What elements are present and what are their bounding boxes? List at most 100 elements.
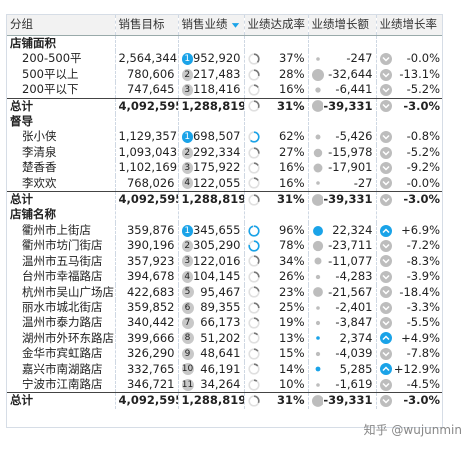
growth-rate-value: -0.0% <box>406 175 440 190</box>
growth-dot <box>311 100 324 113</box>
cell-box: 1 345,655 <box>181 222 241 238</box>
cell-box: 26% <box>247 269 305 284</box>
growth-rate-value: -0.0% <box>406 51 440 66</box>
rate-ring <box>247 162 260 174</box>
table-row: 湖州市外环东路店 399,666 8 51,202 13% 2,374 +4.9% <box>7 330 443 347</box>
name-cell: 总计 <box>7 191 115 208</box>
target-value: 359,852 <box>126 299 175 314</box>
growth-cell: -39,331 <box>307 191 376 208</box>
growth-arrow <box>379 224 392 237</box>
cell-box: -32,644 <box>311 67 373 82</box>
cell-box: -39,331 <box>311 394 373 409</box>
growth-cell: 2,374 <box>307 330 376 347</box>
cell-box: -0.0% <box>379 175 440 191</box>
growth-rate-cell: -13.1% <box>375 66 443 83</box>
rate-ring <box>247 363 260 375</box>
growth-rate-value: -5.2% <box>406 82 440 97</box>
rate-ring <box>247 194 260 206</box>
growth-dot <box>315 305 320 310</box>
growth-value: -27 <box>353 175 373 190</box>
growth-cell: -4,039 <box>307 346 376 362</box>
sales-cell: 11 34,264 <box>177 376 244 393</box>
growth-value: -23,711 <box>328 238 373 253</box>
cell-box: 37% <box>247 51 305 66</box>
empty-cell <box>114 35 178 52</box>
cell-box: 11 34,264 <box>181 377 241 392</box>
rate-ring <box>247 395 260 407</box>
target-cell: 359,852 <box>114 299 178 316</box>
growth-rate-cell: -0.0% <box>375 51 443 67</box>
growth-cell: -15,978 <box>307 144 376 161</box>
target-cell: 357,923 <box>114 253 178 270</box>
rank-badge: 3 <box>181 83 193 96</box>
rate-value: 31% <box>276 98 305 113</box>
growth-dot <box>313 257 322 265</box>
empty-cell <box>177 35 244 52</box>
name-cell: 200平以下 <box>7 82 115 98</box>
growth-cell: -32,644 <box>307 66 376 83</box>
section-title: 店铺面积 <box>7 36 115 52</box>
cell-box: 4 122,055 <box>181 176 241 191</box>
growth-value: -247 <box>346 51 373 66</box>
target-value: 340,442 <box>126 315 175 330</box>
section-title: 督导 <box>7 114 115 129</box>
growth-cell: -1,619 <box>307 376 376 393</box>
growth-rate-cell: -5.2% <box>375 144 443 161</box>
sales-cell: 1 698,507 <box>177 129 244 145</box>
rate-cell: 16% <box>243 160 308 176</box>
cell-box: -247 <box>312 51 373 66</box>
sales-cell: 10 46,191 <box>177 361 244 377</box>
target-cell: 4,092,595 <box>114 392 178 409</box>
rate-cell: 34% <box>243 253 308 270</box>
sales-cell: 1,288,819 <box>177 97 244 115</box>
sales-cell: 4 122,055 <box>177 175 244 192</box>
growth-rate-value: -3.0% <box>403 192 440 207</box>
rank-badge: 10 <box>181 363 194 376</box>
table-row: 衢州市上街店 359,876 1 345,655 96% 22,324 +6.9% <box>7 222 443 239</box>
target-value: 780,606 <box>126 66 175 81</box>
cell-box: -7.8% <box>379 346 440 361</box>
growth-arrow <box>379 255 392 268</box>
target-cell: 390,196 <box>114 238 178 254</box>
empty-cell <box>243 114 308 130</box>
growth-rate-cell: -7.2% <box>375 238 443 254</box>
target-value: 1,102,169 <box>118 160 178 175</box>
table-row: 嘉兴市南湖路店 332,765 10 46,191 14% 5,285 +12.9% <box>7 361 443 377</box>
total-label: 总计 <box>10 393 33 408</box>
table-row: 200-500平 2,564,344 1 952,920 37% -247 -0.0% <box>7 51 443 67</box>
growth-rate-value: -0.8% <box>406 129 440 144</box>
rate-value: 15% <box>278 346 305 361</box>
rate-cell: 26% <box>243 269 308 285</box>
rate-cell: 16% <box>243 175 308 192</box>
cell-box: -0.8% <box>379 129 440 144</box>
cell-box: -3.0% <box>379 99 440 114</box>
group-name: 楚香香 <box>22 160 57 175</box>
rate-cell: 10% <box>243 376 308 393</box>
rate-ring <box>247 224 260 237</box>
cell-box: 27% <box>247 145 305 160</box>
name-cell: 200-500平 <box>7 51 115 66</box>
rate-value: 19% <box>278 315 305 330</box>
empty-cell <box>114 207 178 223</box>
cell-box: -7.2% <box>379 238 440 253</box>
name-cell: 温州市泰力路店 <box>7 315 115 330</box>
growth-dot <box>312 240 323 252</box>
cell-box: -4.5% <box>379 377 440 392</box>
rank-badge: 5 <box>181 286 194 299</box>
group-name: 金华市宾虹路店 <box>22 346 103 361</box>
growth-arrow <box>379 100 392 113</box>
section-title: 店铺面积 <box>10 36 56 50</box>
sales-value: 345,655 <box>192 222 241 237</box>
section-title: 店铺名称 <box>7 207 115 222</box>
cell-box: 3 118,416 <box>181 82 241 97</box>
growth-rate-cell: -7.8% <box>375 346 443 362</box>
rate-cell: 96% <box>243 222 308 239</box>
cell-box: 销售业绩 <box>182 17 241 32</box>
growth-arrow <box>379 239 392 252</box>
growth-cell: -247 <box>307 51 376 67</box>
sales-cell: 3 118,416 <box>177 82 244 99</box>
growth-value: -6,441 <box>335 82 373 97</box>
target-value: 394,678 <box>126 269 175 284</box>
cell-box: -21,567 <box>312 285 373 300</box>
growth-rate-cell: -0.0% <box>375 175 443 192</box>
